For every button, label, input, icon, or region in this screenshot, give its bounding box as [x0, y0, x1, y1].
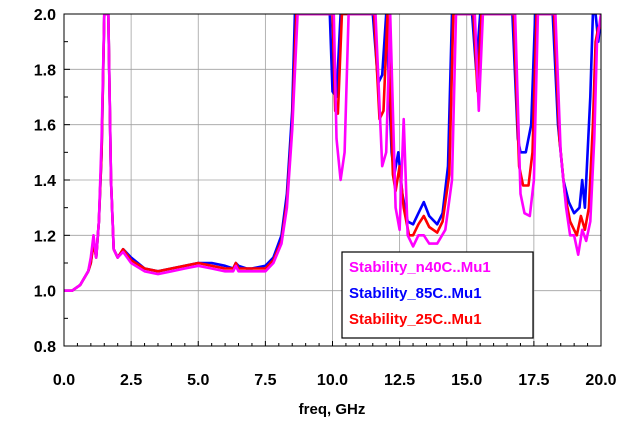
series-line-stability-n40c-mu1	[64, 14, 601, 292]
y-tick-label: 0.8	[34, 339, 56, 356]
x-tick-label: 20.0	[585, 372, 616, 389]
series-group	[64, 14, 601, 292]
x-tick-label: 12.5	[384, 372, 415, 389]
x-tick-label: 7.5	[254, 372, 276, 389]
x-axis-label: freq, GHz	[299, 401, 366, 418]
x-tick-label: 2.5	[120, 372, 142, 389]
x-tick-label: 0.0	[53, 372, 75, 389]
x-tick-label: 10.0	[317, 372, 348, 389]
x-tick-label: 5.0	[187, 372, 209, 389]
y-tick-label: 1.6	[34, 118, 56, 135]
y-tick-label: 1.2	[34, 228, 56, 245]
legend-entry-25c: Stability_25C..Mu1	[349, 311, 482, 328]
x-tick-label: 17.5	[518, 372, 549, 389]
legend-entry-n40c: Stability_n40C..Mu1	[349, 259, 491, 276]
x-tick-label: 15.0	[451, 372, 482, 389]
legend: Stability_n40C..Mu1 Stability_85C..Mu1 S…	[341, 251, 534, 339]
legend-box	[341, 251, 534, 339]
y-tick-labels: 0.8 1.0 1.2 1.4 1.6 1.8 2.0	[34, 7, 56, 356]
legend-entry-85c: Stability_85C..Mu1	[349, 285, 482, 302]
x-tick-labels: 0.0 2.5 5.0 7.5 10.0 12.5 15.0 17.5 20.0	[53, 372, 617, 389]
y-tick-label: 1.0	[34, 284, 56, 301]
plot-frame	[63, 13, 602, 347]
y-tick-label: 1.4	[34, 173, 56, 190]
y-tick-label: 2.0	[34, 7, 56, 24]
y-tick-label: 1.8	[34, 62, 56, 79]
